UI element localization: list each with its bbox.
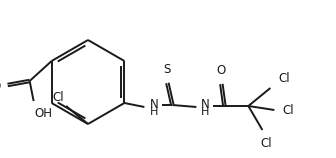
Text: O: O [217,64,226,77]
Text: O: O [0,80,1,94]
Text: Cl: Cl [52,91,64,104]
Text: H: H [150,107,159,117]
Text: Cl: Cl [282,104,294,118]
Text: S: S [164,63,171,76]
Text: H: H [201,107,210,117]
Text: OH: OH [35,107,53,120]
Text: N: N [201,97,210,110]
Text: Cl: Cl [260,137,272,150]
Text: N: N [150,97,159,110]
Text: Cl: Cl [278,72,290,85]
